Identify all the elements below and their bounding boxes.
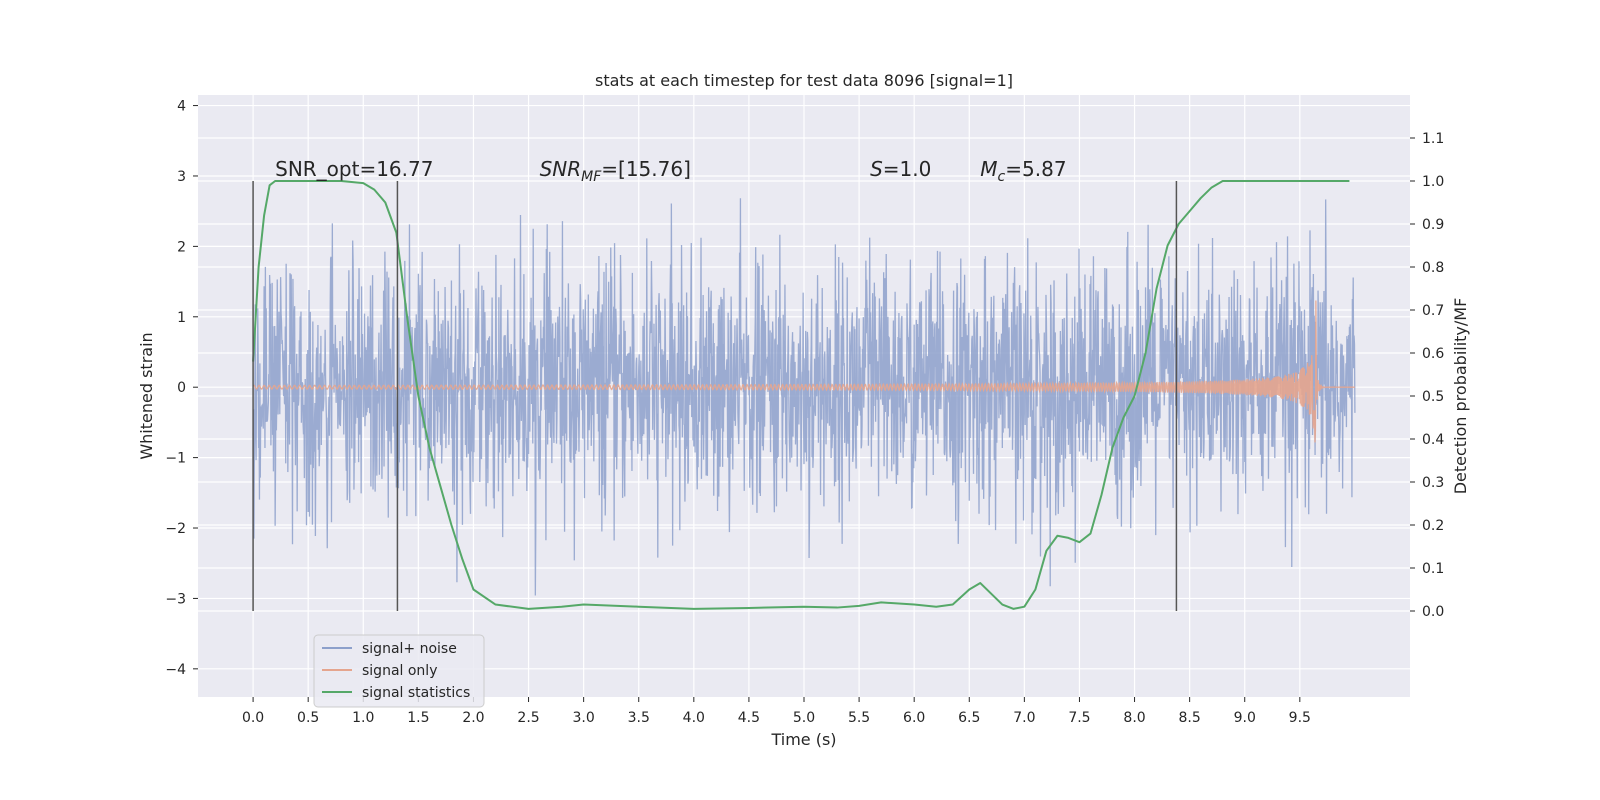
y2-tick-label: 0.5 (1422, 389, 1444, 405)
legend: signal+ noise signal only signal statistic… (313, 634, 485, 708)
x-axis-label: Time (s) (770, 730, 836, 749)
y-tick-label: −4 (165, 662, 186, 678)
y2-tick-label: 0.6 (1422, 346, 1444, 362)
legend-box (313, 634, 485, 708)
x-tick-label: 9.5 (1289, 710, 1311, 726)
ticks: 0.0 0.5 1.0 1.5 2.0 2.5 3.0 3.5 4.0 4.5 5.0 5.5 6.0 6… (165, 99, 1444, 726)
x-tick-label: 0.5 (297, 710, 319, 726)
chart-title: stats at each timestep for test data 809… (595, 71, 1013, 90)
x-tick-label: 5.0 (793, 710, 815, 726)
y-tick-label: 1 (177, 310, 186, 326)
legend-label: signal+ noise (362, 641, 457, 657)
y2-axis-label: Detection probability/MF (1451, 298, 1470, 495)
vertical-lines (252, 181, 1178, 611)
y-tick-label: 3 (177, 169, 186, 185)
x-tick-label: 1.5 (407, 710, 429, 726)
series-signal-noise (252, 198, 1356, 596)
x-tick-label: 6.0 (903, 710, 925, 726)
x-tick-label: 7.5 (1068, 710, 1090, 726)
annotation-text: Mc=5.87 (980, 157, 1066, 185)
y2-tick-label: 1.0 (1422, 174, 1444, 190)
x-tick-label: 6.5 (958, 710, 980, 726)
y2-tick-label: 0.3 (1422, 475, 1444, 491)
y-tick-label: 0 (177, 380, 186, 396)
x-tick-label: 8.0 (1123, 710, 1145, 726)
x-tick-label: 4.0 (683, 710, 705, 726)
y2-tick-label: 1.1 (1422, 131, 1444, 147)
y2-tick-label: 0.0 (1422, 604, 1444, 620)
y-tick-label: −1 (165, 451, 186, 467)
x-tick-label: 1.0 (352, 710, 374, 726)
legend-label: signal statistics (362, 685, 470, 701)
series-signal-only (252, 300, 1355, 443)
x-tick-label: 8.5 (1179, 710, 1201, 726)
y2-tick-label: 0.4 (1422, 432, 1444, 448)
annotations: SNR_opt=16.77 SNRMF=[15.76] S=1.0 Mc=5.87 (275, 157, 1066, 185)
series-layer (252, 180, 1356, 610)
x-tick-label: 5.5 (848, 710, 870, 726)
annotation-text: SNRMF=[15.76] (540, 157, 691, 185)
x-tick-label: 4.5 (738, 710, 760, 726)
annotation-text: S=1.0 (870, 157, 931, 181)
y-tick-label: 4 (177, 99, 186, 115)
y2-tick-label: 0.8 (1422, 260, 1444, 276)
x-tick-label: 3.0 (573, 710, 595, 726)
y2-tick-label: 0.9 (1422, 217, 1444, 233)
y-tick-label: −2 (165, 521, 186, 537)
y2-tick-label: 0.2 (1422, 518, 1444, 534)
y2-tick-label: 0.1 (1422, 561, 1444, 577)
legend-label: signal only (362, 663, 437, 679)
y2-tick-label: 0.7 (1422, 303, 1444, 319)
x-tick-label: 9.0 (1234, 710, 1256, 726)
x-tick-label: 7.0 (1013, 710, 1035, 726)
x-tick-label: 2.5 (517, 710, 539, 726)
y-tick-label: −3 (165, 591, 186, 607)
y-axis-label: Whitened strain (137, 332, 156, 459)
x-tick-label: 2.0 (462, 710, 484, 726)
y-tick-label: 2 (177, 239, 186, 255)
x-tick-label: 0.0 (242, 710, 264, 726)
annotation-text: SNR_opt=16.77 (275, 157, 433, 181)
x-tick-label: 3.5 (628, 710, 650, 726)
series-signal-statistics (252, 180, 1350, 610)
